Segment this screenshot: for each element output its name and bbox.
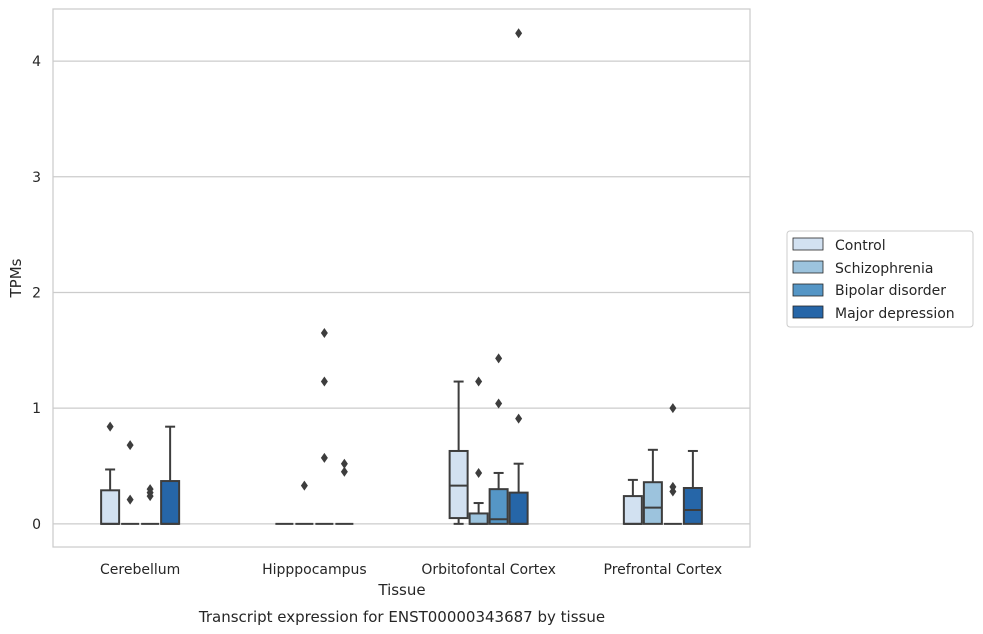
box-body <box>488 488 509 525</box>
x-axis-ticks: Cerebellum Hipppocampus Orbitofontal Corte… <box>100 562 722 578</box>
x-axis-title: Tissue <box>377 581 425 599</box>
box-control-cerebellum <box>100 421 121 525</box>
legend-label-bipolar-disorder: Bipolar disorder <box>835 283 946 299</box>
y-axis-ticks: 0 1 2 3 4 <box>32 54 41 533</box>
outlier-point <box>669 486 677 497</box>
y-axis-title: TPMs <box>7 258 25 298</box>
legend-item-major-depression: Major depression <box>792 305 955 322</box>
box-body <box>448 449 469 520</box>
legend-item-schizophrenia: Schizophrenia <box>792 260 933 277</box>
box-control-orbitofontal-cortex <box>448 380 469 525</box>
box-bipolar-disorder-hipppocampus <box>315 327 334 525</box>
chart-caption: Transcript expression for ENST0000034368… <box>198 608 605 626</box>
y-tick-label: 4 <box>32 54 41 70</box>
outlier-point <box>146 491 154 502</box>
outlier-point <box>669 403 677 414</box>
outlier-point <box>126 440 134 451</box>
legend-label-major-depression: Major depression <box>835 306 955 322</box>
box-major-depression-cerebellum <box>160 425 181 525</box>
box-body <box>682 486 703 525</box>
x-tick-label: Hipppocampus <box>262 562 367 578</box>
box-major-depression-hipppocampus <box>335 458 354 525</box>
box-body <box>622 495 643 525</box>
outlier-point <box>106 421 114 432</box>
box-body <box>508 491 529 525</box>
legend: Control Schizophrenia Bipolar disorder M… <box>786 230 974 328</box>
boxes <box>100 28 703 525</box>
y-tick-label: 2 <box>32 285 41 301</box>
box-schizophrenia-cerebellum <box>121 440 140 525</box>
outlier-point <box>320 452 328 463</box>
box-body <box>642 481 663 525</box>
x-tick-label: Prefrontal Cortex <box>604 562 723 578</box>
y-tick-label: 1 <box>32 401 41 417</box>
legend-swatch-major-depression <box>792 305 824 319</box>
grid-lines <box>53 60 750 525</box>
y-tick-label: 0 <box>32 517 41 533</box>
box-body <box>160 480 181 525</box>
box-bipolar-disorder-orbitofontal-cortex <box>488 353 509 525</box>
plot-area-frame <box>52 8 751 548</box>
legend-label-schizophrenia: Schizophrenia <box>835 261 933 277</box>
box-bipolar-disorder-prefrontal-cortex <box>663 403 682 525</box>
legend-item-bipolar-disorder: Bipolar disorder <box>792 283 946 299</box>
outlier-point <box>126 494 134 505</box>
legend-swatch-control <box>792 237 824 251</box>
box-body <box>468 512 489 525</box>
box-control-prefrontal-cortex <box>622 478 643 525</box>
outlier-point <box>495 398 503 409</box>
outlier-point <box>300 480 308 491</box>
outlier-point <box>475 376 483 387</box>
outlier-point <box>515 28 523 39</box>
legend-swatch-bipolar-disorder <box>792 283 824 297</box>
outlier-point <box>340 458 348 469</box>
legend-label-control: Control <box>835 238 886 254</box>
legend-item-control: Control <box>792 237 886 254</box>
outlier-point <box>320 327 328 338</box>
legend-frame <box>786 230 974 328</box>
outlier-point <box>320 376 328 387</box>
legend-swatch-schizophrenia <box>792 260 824 274</box>
x-tick-label: Cerebellum <box>100 562 180 578</box>
outlier-point <box>515 413 523 424</box>
outlier-point <box>495 353 503 364</box>
box-bipolar-disorder-cerebellum <box>141 484 160 525</box>
box-schizophrenia-orbitofontal-cortex <box>468 376 489 525</box>
y-tick-label: 3 <box>32 170 41 186</box>
x-tick-label: Orbitofontal Cortex <box>421 562 556 578</box>
box-major-depression-orbitofontal-cortex <box>508 28 529 525</box>
outlier-point <box>475 467 483 478</box>
box-body <box>100 489 121 525</box>
box-major-depression-prefrontal-cortex <box>682 449 703 525</box>
box-schizophrenia-prefrontal-cortex <box>642 448 663 525</box>
box-schizophrenia-hipppocampus <box>295 480 314 525</box>
outlier-point <box>340 466 348 477</box>
